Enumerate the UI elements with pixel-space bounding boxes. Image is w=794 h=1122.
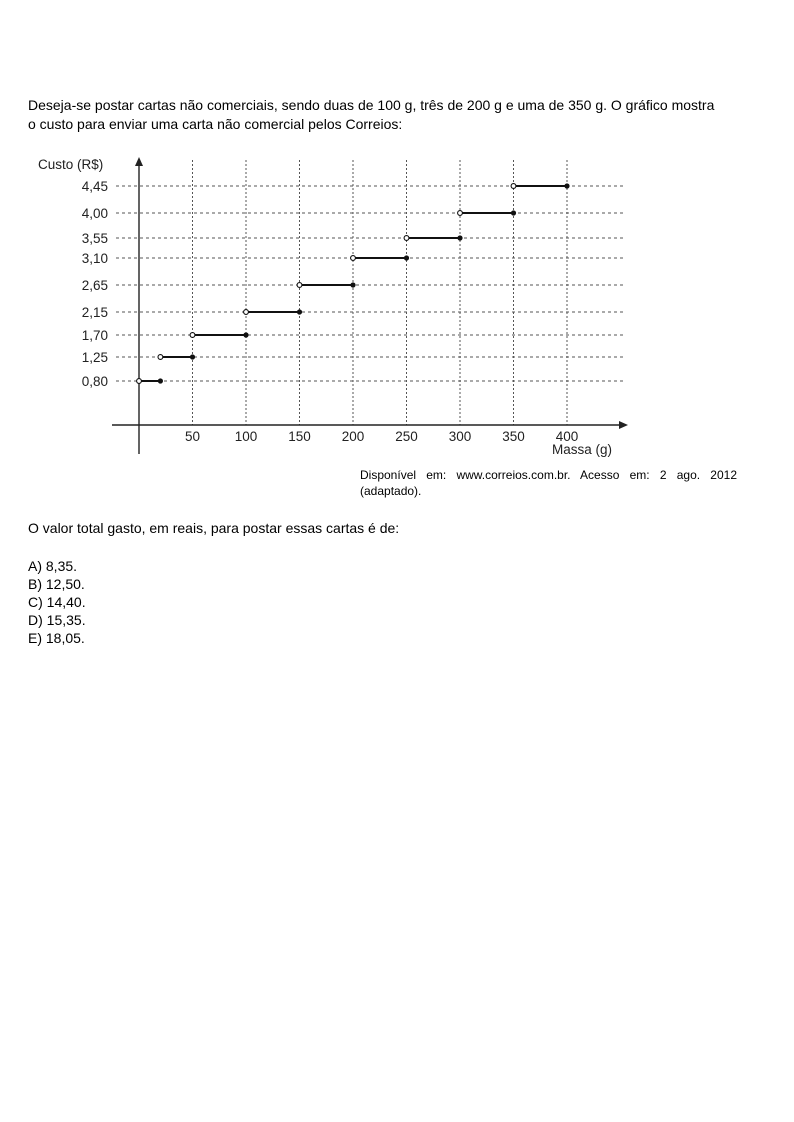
x-tick-label: 200 xyxy=(342,429,365,444)
option-e[interactable]: E) 18,05. xyxy=(28,630,85,646)
closed-point xyxy=(564,183,570,189)
closed-point xyxy=(350,282,356,288)
y-tick-label: 1,25 xyxy=(82,350,108,365)
x-tick-label: 350 xyxy=(502,429,525,444)
x-tick-label: 100 xyxy=(235,429,258,444)
option-c[interactable]: C) 14,40. xyxy=(28,594,86,610)
closed-point xyxy=(189,354,196,360)
closed-point xyxy=(157,378,163,384)
x-tick-label: 250 xyxy=(395,429,418,444)
y-tick-label: 4,45 xyxy=(82,179,108,194)
closed-point xyxy=(243,332,249,338)
y-axis-arrow xyxy=(135,157,143,166)
chart-axes xyxy=(112,157,628,454)
x-axis-arrow xyxy=(619,421,628,429)
y-tick-label: 0,80 xyxy=(82,374,108,389)
statement-line-1: Deseja-se postar cartas não comerciais, … xyxy=(28,97,715,113)
chart-steps xyxy=(136,183,570,384)
question-prompt: O valor total gasto, em reais, para post… xyxy=(28,520,400,536)
open-point xyxy=(136,378,142,384)
question-statement: Deseja-se postar cartas não comerciais, … xyxy=(28,96,768,134)
option-b[interactable]: B) 12,50. xyxy=(28,576,85,592)
y-tick-labels: 0,80 1,25 1,70 2,15 2,65 3,10 3,55 4,00 4,45 xyxy=(82,179,108,389)
open-point xyxy=(296,282,303,288)
step-cost-chart: 0,80 1,25 1,70 2,15 2,65 3,10 3,55 4,00 4,45 50 1… xyxy=(38,157,628,457)
statement-line-2: o custo para enviar uma carta não comerc… xyxy=(28,116,403,132)
x-tick-labels: 50 100 150 200 250 300 350 400 xyxy=(185,429,578,444)
source-citation: Disponível em: www.correios.com.br. Aces… xyxy=(360,468,737,498)
open-point xyxy=(457,210,463,216)
option-d[interactable]: D) 15,35. xyxy=(28,612,86,628)
x-tick-label: 50 xyxy=(185,429,200,444)
y-tick-label: 2,15 xyxy=(82,305,108,320)
y-tick-label: 3,55 xyxy=(82,231,108,246)
closed-point xyxy=(510,210,517,216)
open-point xyxy=(350,255,356,261)
y-tick-label: 3,10 xyxy=(82,251,108,266)
chart-grid xyxy=(116,160,626,425)
open-point xyxy=(510,183,517,189)
answer-options: A) 8,35. B) 12,50. C) 14,40. D) 15,35. E… xyxy=(28,557,86,647)
x-tick-label: 400 xyxy=(556,429,579,444)
open-point xyxy=(189,332,196,338)
y-axis-label: Custo (R$) xyxy=(38,157,103,172)
x-tick-label: 150 xyxy=(288,429,311,444)
closed-point xyxy=(403,255,410,261)
closed-point xyxy=(457,235,463,241)
x-tick-label: 300 xyxy=(449,429,472,444)
x-axis-label: Massa (g) xyxy=(552,442,612,457)
open-point xyxy=(157,354,164,360)
open-point xyxy=(403,235,410,241)
y-tick-label: 2,65 xyxy=(82,278,108,293)
closed-point xyxy=(296,309,303,315)
option-a[interactable]: A) 8,35. xyxy=(28,558,78,574)
y-tick-label: 4,00 xyxy=(82,206,108,221)
open-point xyxy=(243,309,249,315)
y-tick-label: 1,70 xyxy=(82,328,108,343)
